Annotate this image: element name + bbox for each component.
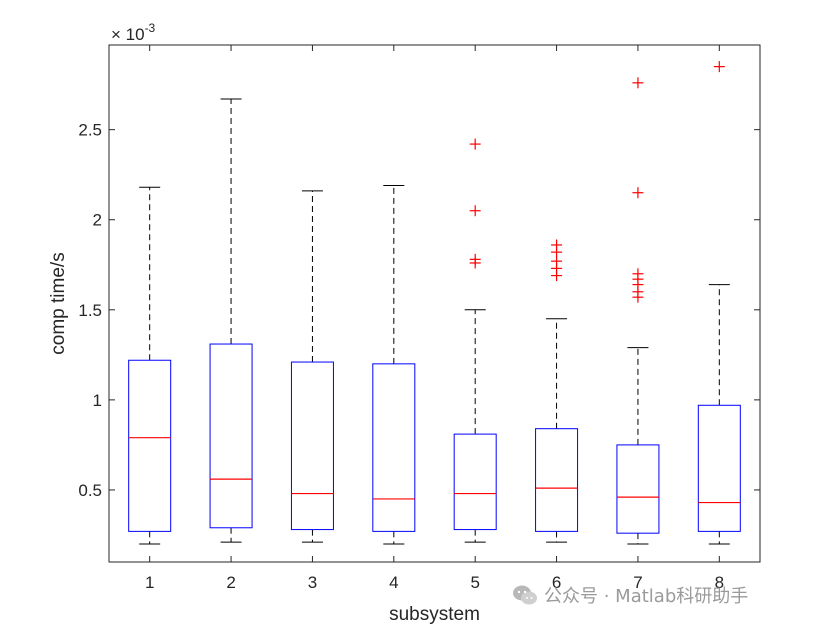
outlier-marker: [713, 61, 725, 73]
wechat-icon: [513, 585, 537, 605]
box-2: [209, 98, 253, 543]
outlier-marker: [632, 187, 644, 199]
box-4: [372, 185, 416, 545]
box-body: [535, 428, 579, 532]
outlier-marker: [469, 138, 481, 150]
x-tick-label: 3: [308, 573, 317, 592]
box-body: [128, 359, 172, 532]
y-exponent-power: -3: [145, 21, 156, 35]
x-tick-label: 8: [715, 573, 724, 592]
x-tick-label: 6: [552, 573, 561, 592]
x-tick-label: 7: [633, 573, 642, 592]
watermark-text: 公众号 · Matlab科研助手: [544, 586, 749, 607]
axes-frame: [108, 44, 761, 563]
outlier-marker: [551, 239, 563, 251]
x-tick-label: 4: [389, 573, 398, 592]
y-tick-label: 1.5: [78, 301, 102, 320]
y-tick-label: 0.5: [78, 481, 102, 500]
box-body: [290, 361, 334, 531]
outlier-marker: [469, 253, 481, 265]
x-axis-label: subsystem: [389, 604, 480, 625]
box-body: [453, 433, 497, 531]
y-tick-label: 1: [93, 391, 102, 410]
box-8: [697, 61, 741, 545]
box-group: [128, 61, 741, 545]
box-1: [128, 186, 172, 545]
box-body: [209, 343, 253, 529]
axes-box: [108, 44, 761, 563]
outlier-marker: [632, 268, 644, 280]
box-6: [535, 239, 579, 543]
box-body: [697, 404, 741, 532]
box-body: [372, 363, 416, 532]
box-5: [453, 138, 497, 543]
watermark: 公众号 · Matlab科研助手: [512, 582, 748, 608]
box-body: [616, 444, 660, 534]
y-tick-label: 2.5: [78, 121, 102, 140]
outlier-marker: [469, 205, 481, 217]
x-tick-label: 1: [145, 573, 154, 592]
plot-area: [109, 45, 760, 562]
box-7: [616, 77, 660, 545]
y-exponent-base: × 10: [111, 25, 145, 44]
y-axis-label: comp time/s: [48, 252, 69, 354]
x-tick-label: 2: [226, 573, 235, 592]
box-3: [290, 190, 334, 543]
y-tick-label: 2: [93, 211, 102, 230]
outlier-marker: [632, 77, 644, 89]
x-tick-label: 5: [470, 573, 479, 592]
y-exponent-label: × 10-3: [111, 21, 156, 44]
tick-group: 1 2 3 4 5 6 7 8 0.5 1 1.5 2 2.5: [78, 45, 760, 592]
